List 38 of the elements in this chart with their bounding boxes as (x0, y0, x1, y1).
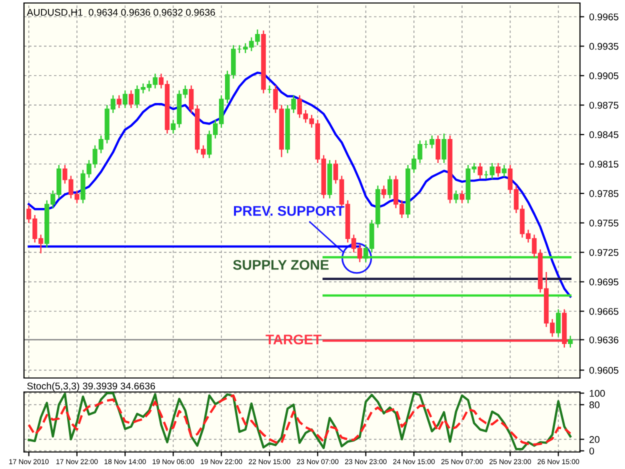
y-tick-label: 0.9905 (589, 72, 618, 80)
candlestick (387, 175, 392, 199)
text: AUDUSD,H1 0.9634 0.9636 0.9632 0.9636 (26, 8, 215, 17)
y-tick-label: 0.9725 (589, 249, 618, 256)
y-tick-label: 20 (590, 436, 600, 443)
annotation: PREV. SUPPORT (234, 206, 344, 216)
y-tick-label: 0.9755 (589, 220, 618, 227)
candlestick (460, 190, 464, 204)
candlestick (122, 90, 128, 109)
y-tick-label: 0.9845 (589, 131, 618, 138)
candlestick (128, 90, 134, 109)
y-tick-label: 100 (590, 390, 605, 397)
candlestick (381, 184, 386, 199)
y-tick-label: 0.9636 (589, 336, 618, 344)
y-tick-label: 0.9935 (589, 42, 618, 50)
y-tick-label: 0 (589, 448, 594, 454)
y-tick-label: 0.9785 (589, 190, 618, 198)
y-tick-label: 0.9815 (589, 160, 618, 168)
candlestick (496, 162, 501, 178)
candlestick (442, 132, 446, 164)
y-tick-label: 80 (589, 401, 600, 408)
candlestick (478, 162, 482, 180)
candlestick (502, 164, 507, 178)
y-tick-label: 0.9605 (589, 366, 618, 374)
candlestick (568, 335, 573, 348)
candlestick (490, 162, 495, 180)
y-tick-label: 0.9875 (589, 102, 618, 109)
annotation: TARGET (266, 334, 322, 344)
candlestick (436, 134, 440, 164)
line-series (28, 72, 572, 298)
chart-title: Stoch(5,3,3) 39.3939 34.6636 (27, 382, 155, 392)
annotation: SUPPLY ZONE (233, 260, 329, 270)
y-tick-label: 0.9665 (589, 308, 618, 315)
candlestick (454, 190, 458, 204)
y-tick-label: 0.9965 (589, 13, 618, 20)
candlestick (116, 94, 122, 109)
y-tick-label: 0.9695 (589, 278, 618, 286)
candlestick (556, 308, 561, 338)
